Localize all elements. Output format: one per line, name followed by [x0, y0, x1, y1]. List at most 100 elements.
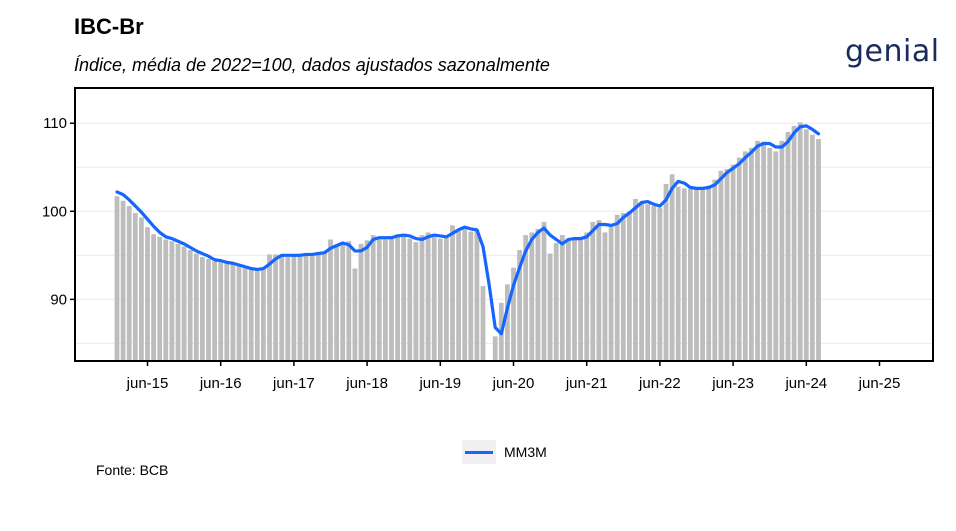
bar: [559, 235, 565, 361]
bar: [254, 270, 260, 361]
bar: [419, 235, 425, 361]
bar: [462, 227, 468, 361]
bar: [767, 147, 773, 361]
bar: [511, 267, 516, 361]
bar: [657, 207, 663, 361]
bar: [303, 255, 309, 361]
bar: [700, 189, 705, 361]
bar: [755, 140, 760, 361]
bar: [322, 252, 327, 361]
bar: [596, 220, 602, 361]
bar: [389, 235, 394, 361]
bar: [791, 125, 797, 362]
bar: [212, 261, 217, 361]
y-tick-label: 90: [50, 291, 67, 308]
bar: [505, 284, 510, 361]
legend-key-line-icon: [462, 440, 496, 464]
bar: [291, 254, 297, 361]
bar: [218, 262, 224, 361]
x-tick-label: jun-19: [418, 375, 461, 392]
bar: [681, 188, 687, 361]
bar: [370, 235, 376, 361]
bar: [669, 174, 675, 361]
x-tick-label: jun-20: [492, 375, 535, 392]
bar: [242, 267, 248, 361]
bar: [132, 213, 138, 361]
genial-logo: genial: [845, 34, 940, 69]
bar: [474, 229, 480, 361]
bar: [627, 211, 632, 361]
bar: [541, 221, 547, 361]
bar: [206, 258, 211, 361]
bar: [425, 232, 431, 361]
bar: [730, 164, 736, 361]
bar: [358, 243, 364, 361]
bar: [315, 251, 321, 361]
bar: [285, 257, 291, 361]
bar: [181, 246, 187, 361]
bar: [724, 169, 730, 361]
bar: [529, 232, 535, 361]
bar: [139, 217, 144, 361]
legend-label: MM3M: [504, 444, 547, 460]
bar: [816, 139, 821, 361]
bar: [651, 206, 657, 361]
bar: [620, 213, 626, 361]
bar: [444, 235, 449, 361]
bar: [352, 268, 358, 361]
bar: [175, 243, 181, 361]
bar: [797, 122, 803, 361]
bar: [376, 238, 382, 361]
legend: MM3M: [462, 440, 547, 464]
bar: [614, 214, 620, 361]
bar: [334, 246, 339, 361]
bar: [468, 231, 474, 361]
x-tick-label: jun-23: [711, 375, 754, 392]
bar: [364, 240, 370, 361]
bar: [578, 237, 583, 361]
bar: [187, 250, 193, 361]
bar: [688, 188, 693, 361]
bar: [114, 196, 120, 361]
bar: [517, 250, 522, 361]
bar: [157, 236, 163, 361]
bar: [566, 240, 571, 361]
bar: [547, 253, 553, 361]
bar: [248, 269, 254, 361]
bar: [736, 157, 742, 361]
bar: [120, 200, 126, 361]
bar: [267, 254, 272, 361]
bar: [340, 243, 346, 361]
x-tick-label: jun-17: [272, 375, 315, 392]
source-note: Fonte: BCB: [96, 462, 169, 478]
bar: [779, 140, 785, 361]
bar: [608, 224, 614, 361]
bar: [590, 221, 596, 361]
x-tick-label: jun-18: [345, 375, 388, 392]
bar: [236, 265, 242, 361]
bar: [297, 253, 303, 361]
bar: [273, 254, 278, 361]
bar: [639, 202, 644, 361]
bar: [407, 238, 413, 361]
bar: [309, 253, 315, 361]
bar: [480, 286, 486, 361]
bar: [169, 241, 175, 361]
bar: [224, 263, 230, 361]
bar: [706, 185, 712, 361]
bar: [742, 151, 748, 361]
bar: [431, 236, 437, 361]
bar: [456, 228, 461, 361]
bar: [535, 228, 541, 361]
bar: [395, 234, 400, 361]
x-tick-label: jun-21: [565, 375, 608, 392]
bar: [803, 129, 809, 361]
bar: [126, 206, 132, 361]
bar: [602, 232, 608, 361]
bar: [694, 188, 699, 361]
y-tick-label: 110: [43, 115, 67, 132]
x-tick-label: jun-25: [858, 375, 901, 392]
bar: [645, 204, 651, 361]
ticks-layer: 90 100 110 jun-15 jun-16 jun-17 jun-18 jun-19 ju…: [42, 115, 900, 392]
bar: [261, 268, 266, 361]
